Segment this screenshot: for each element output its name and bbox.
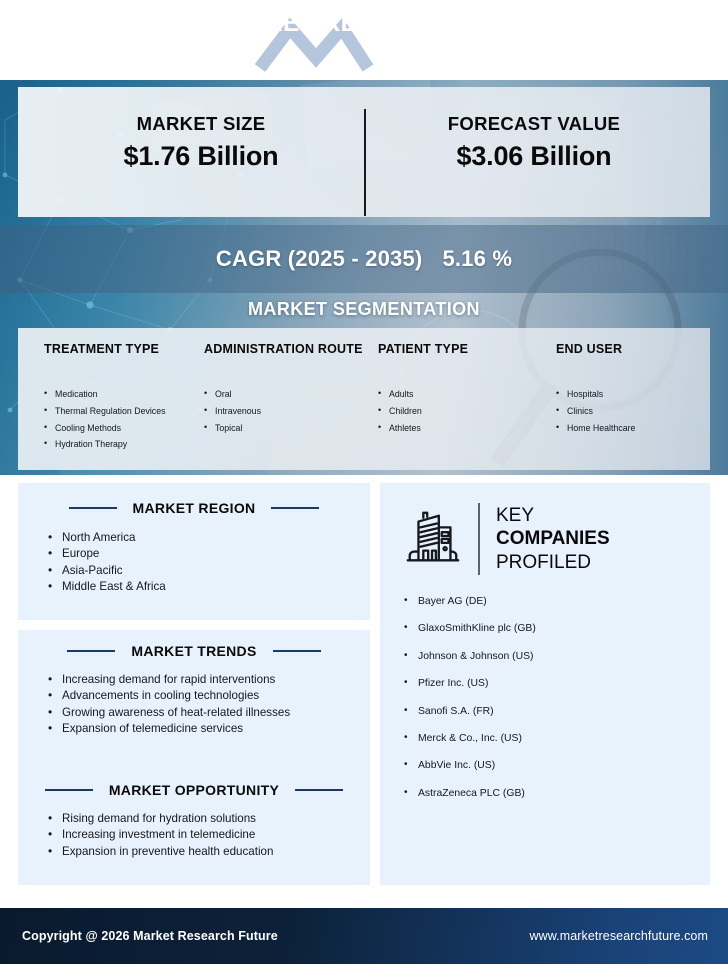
brand-logo: MARKET RESEARCH FUTURE ®	[485, 18, 722, 62]
rule-right-decoration-icon	[272, 650, 321, 652]
segmentation-item: Oral	[204, 389, 369, 399]
list-item: Rising demand for hydration solutions	[46, 810, 370, 828]
market-trends-title-row: MARKET TRENDS	[18, 643, 370, 659]
list-item: Merck & Co., Inc. (US)	[404, 733, 710, 744]
segmentation-item-list: Medication Thermal Regulation Devices Co…	[44, 389, 209, 449]
brand-logo-text: MARKET RESEARCH FUTURE	[534, 34, 714, 46]
segmentation-column-header: PATIENT TYPE	[378, 342, 469, 356]
segmentation-item: Intravenous	[204, 406, 369, 416]
forecast-value-label: FORECAST VALUE	[447, 113, 621, 134]
hero-section: MARKET SIZE $1.76 Billion FORECAST VALUE…	[0, 80, 728, 475]
key-companies-heading: KEY COMPANIES PROFILED	[402, 503, 710, 575]
rule-right-decoration-icon	[295, 788, 344, 791]
list-item: AstraZeneca PLC (GB)	[404, 788, 710, 799]
market-region-panel: MARKET REGION North America Europe Asia-…	[18, 483, 370, 620]
market-size-label: MARKET SIZE	[136, 113, 266, 134]
list-item: Increasing demand for rapid intervention…	[46, 671, 370, 689]
kpi-divider	[364, 109, 366, 216]
rule-right-decoration-icon	[271, 507, 320, 509]
segmentation-item: Clinics	[556, 406, 706, 416]
segmentation-column-treatment-type: TREATMENT TYPE Medication Thermal Regula…	[44, 342, 209, 457]
cagr-label: CAGR (2025 - 2035)	[215, 246, 423, 271]
segmentation-column-end-user: END USER Hospitals Clinics Home Healthca…	[556, 342, 706, 440]
market-region-title-row: MARKET REGION	[18, 500, 370, 516]
list-item: Middle East & Africa	[46, 578, 370, 596]
list-item: Pfizer Inc. (US)	[404, 678, 710, 689]
market-trends-opportunity-panel: MARKET TRENDS Increasing demand for rapi…	[18, 630, 370, 885]
market-opportunity-title: MARKET OPPORTUNITY	[108, 781, 280, 798]
watermark-url: www.marketresearchfuture.com	[515, 888, 708, 902]
segmentation-column-header: END USER	[556, 342, 623, 356]
market-trends-list: Increasing demand for rapid intervention…	[46, 671, 370, 738]
list-item: Johnson & Johnson (US)	[404, 651, 710, 662]
key-companies-divider	[478, 503, 480, 575]
list-item: Expansion of telemedicine services	[46, 720, 370, 738]
cagr-value: 5.16 %	[442, 246, 513, 271]
market-region-list: North America Europe Asia-Pacific Middle…	[46, 529, 370, 596]
segmentation-item-list: Hospitals Clinics Home Healthcare	[556, 389, 706, 433]
market-segmentation-title: MARKET SEGMENTATION	[248, 299, 480, 319]
watermark-copyright: Copyright @ 2025 Market Research Future	[22, 888, 278, 902]
list-item: Sanofi S.A. (FR)	[404, 706, 710, 717]
cagr-band: CAGR (2025 - 2035) 5.16 %	[0, 225, 728, 293]
registered-trademark-icon: ®	[716, 28, 722, 37]
segmentation-column-patient-type: PATIENT TYPE Adults Children Athletes	[378, 342, 538, 440]
forecast-value-kpi: FORECAST VALUE $3.06 Billion	[374, 113, 694, 172]
segmentation-item: Home Healthcare	[556, 423, 706, 433]
segmentation-item-list: Oral Intravenous Topical	[204, 389, 369, 433]
segmentation-item: Adults	[378, 389, 538, 399]
segmentation-item: Thermal Regulation Devices	[44, 406, 209, 416]
market-segmentation-panel: TREATMENT TYPE Medication Thermal Regula…	[18, 328, 710, 470]
list-item: AbbVie Inc. (US)	[404, 760, 710, 771]
segmentation-column-header: TREATMENT TYPE	[44, 342, 160, 356]
rule-left-decoration-icon	[44, 788, 93, 791]
page-footer: Copyright @ 2026 Market Research Future …	[0, 908, 728, 964]
office-building-icon	[406, 511, 460, 562]
rule-left-decoration-icon	[67, 650, 116, 652]
segmentation-item: Medication	[44, 389, 209, 399]
chevron-decoration-icon	[254, 17, 374, 72]
page-title: GLOBAL HEATSTROKE TREATMENT MARKET	[14, 9, 462, 67]
market-size-value: $1.76 Billion	[123, 141, 279, 171]
market-opportunity-list: Rising demand for hydration solutions In…	[46, 810, 370, 861]
key-companies-heading-line1: KEY	[496, 505, 535, 527]
segmentation-item-list: Adults Children Athletes	[378, 389, 538, 433]
brand-logo-text-wrap: MARKET RESEARCH FUTURE ®	[534, 28, 722, 46]
list-item: Increasing investment in telemedicine	[46, 826, 370, 844]
market-region-title: MARKET REGION	[132, 500, 256, 516]
footer-url[interactable]: www.marketresearchfuture.com	[529, 929, 708, 943]
segmentation-item: Children	[378, 406, 538, 416]
footer-copyright: Copyright @ 2026 Market Research Future	[22, 929, 278, 943]
key-companies-heading-line3: PROFILED	[496, 551, 592, 573]
list-item: Growing awareness of heat-related illnes…	[46, 704, 370, 722]
segmentation-item: Hospitals	[556, 389, 706, 399]
key-companies-panel: KEY COMPANIES PROFILED Bayer AG (DE) Gla…	[380, 483, 710, 885]
market-size-kpi: MARKET SIZE $1.76 Billion	[46, 113, 356, 172]
magnifier-chart-logo-icon	[485, 19, 521, 58]
market-opportunity-title-row: MARKET OPPORTUNITY	[18, 782, 370, 798]
list-item: Advancements in cooling technologies	[46, 687, 370, 705]
key-companies-heading-text: KEY COMPANIES PROFILED	[496, 504, 610, 574]
list-item: Europe	[46, 545, 370, 563]
segmentation-item: Hydration Therapy	[44, 439, 209, 449]
list-item: GlaxoSmithKline plc (GB)	[404, 623, 710, 634]
market-trends-title: MARKET TRENDS	[131, 643, 257, 659]
segmentation-item: Athletes	[378, 423, 538, 433]
kpi-panel: MARKET SIZE $1.76 Billion FORECAST VALUE…	[18, 87, 710, 217]
segmentation-item: Cooling Methods	[44, 423, 209, 433]
key-companies-list: Bayer AG (DE) GlaxoSmithKline plc (GB) J…	[404, 596, 710, 799]
page-header: GLOBAL HEATSTROKE TREATMENT MARKET MARKE…	[0, 0, 728, 80]
list-item: North America	[46, 529, 370, 547]
rule-left-decoration-icon	[68, 507, 117, 509]
list-item: Bayer AG (DE)	[404, 596, 710, 607]
key-companies-heading-line2: COMPANIES	[496, 528, 610, 550]
segmentation-column-header: ADMINISTRATION ROUTE	[204, 342, 363, 356]
list-item: Asia-Pacific	[46, 562, 370, 580]
forecast-value-value: $3.06 Billion	[456, 141, 612, 171]
segmentation-column-administration-route: ADMINISTRATION ROUTE Oral Intravenous To…	[204, 342, 369, 440]
list-item: Expansion in preventive health education	[46, 843, 370, 861]
segmentation-item: Topical	[204, 423, 369, 433]
